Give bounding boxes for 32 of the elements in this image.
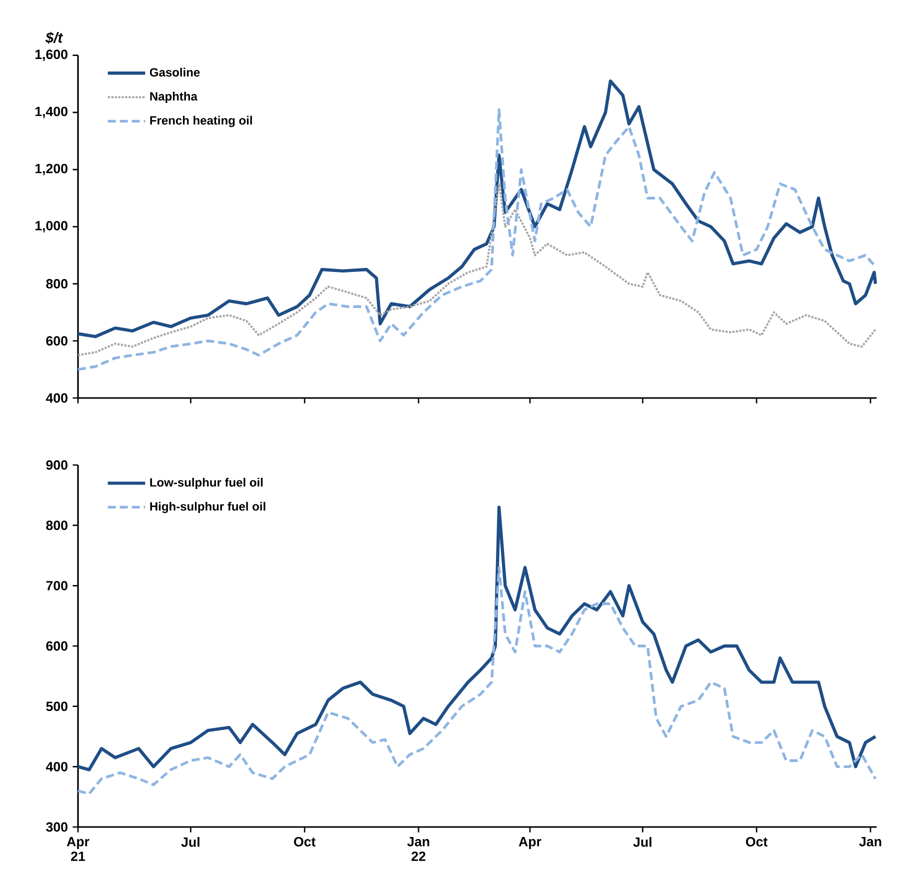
- y-tick-label: 600: [46, 336, 68, 346]
- x-tick-label: Oct: [294, 837, 316, 846]
- legend-label: Low-sulphur fuel oil: [150, 478, 263, 490]
- y-tick-label: 400: [46, 393, 68, 403]
- x-tick-label: Jul: [181, 837, 200, 847]
- x-tick-label: Oct: [746, 837, 768, 846]
- y-tick-label: 1,600: [35, 50, 68, 62]
- y-tick-label: 500: [46, 702, 68, 712]
- y-tick-label: 300: [46, 822, 68, 832]
- y-tick-label: 1,200: [35, 164, 68, 176]
- line-series: [76, 566, 877, 796]
- y-tick-label: 1,000: [35, 220, 68, 232]
- legend-label: Naphtha: [150, 92, 198, 103]
- line-series: [76, 182, 877, 356]
- y-tick-label: 900: [46, 460, 68, 470]
- x-tick-label: Apr 21: [66, 837, 90, 861]
- y-tick-label: 700: [46, 580, 68, 590]
- y-axis-title: $/t: [45, 32, 64, 44]
- legend-label: Gasoline: [150, 68, 200, 77]
- y-tick-label: 800: [46, 520, 68, 530]
- y-tick-label: 800: [46, 279, 68, 288]
- x-tick-label: Jan 22: [407, 837, 430, 861]
- line-series: [76, 79, 878, 338]
- x-tick-label: Apr: [518, 837, 542, 849]
- y-tick-label: 400: [46, 762, 68, 772]
- legend-label: High-sulphur fuel oil: [150, 502, 266, 514]
- x-tick-label: Jul: [633, 837, 652, 847]
- x-tick-label: Jan: [859, 837, 882, 846]
- y-tick-label: 1,400: [35, 106, 68, 118]
- y-tick-label: 600: [46, 641, 68, 651]
- legend-label: French heating oil: [150, 116, 252, 128]
- line-series: [76, 108, 877, 371]
